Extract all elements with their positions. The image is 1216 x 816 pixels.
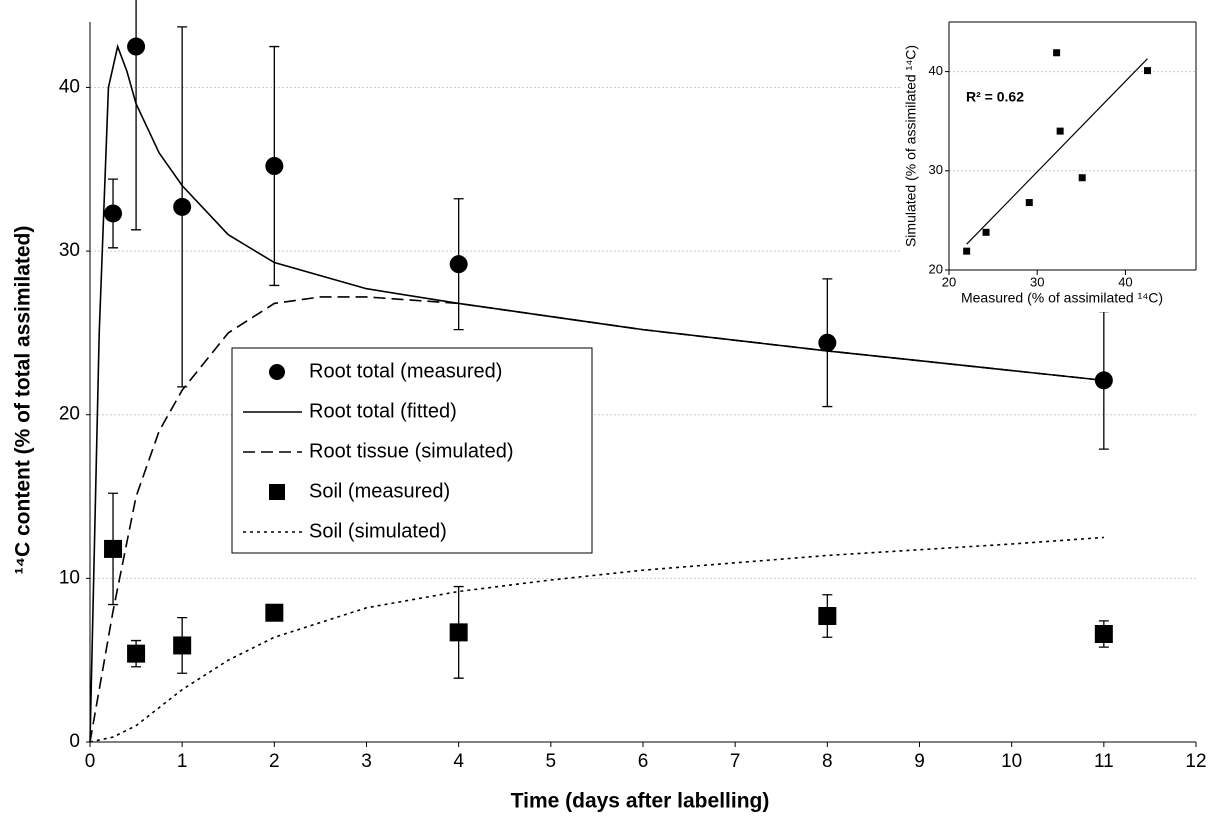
x-tick-label: 20 xyxy=(942,274,956,289)
annotation: R² = 0.62 xyxy=(966,89,1024,105)
legend-label: Root total (measured) xyxy=(309,360,502,382)
marker xyxy=(449,623,468,642)
point xyxy=(1143,67,1151,75)
x-tick-label: 11 xyxy=(1094,751,1114,772)
x-tick-label: 4 xyxy=(453,751,464,772)
marker xyxy=(173,636,192,655)
marker xyxy=(265,603,284,622)
marker xyxy=(818,333,837,352)
y-axis-title: ¹⁴C content (% of total assimilated) xyxy=(12,226,35,575)
y-tick-label: 20 xyxy=(929,261,943,276)
line xyxy=(89,296,1104,743)
error-bar xyxy=(131,0,142,231)
x-tick-label: 6 xyxy=(638,751,649,772)
point xyxy=(1025,199,1033,207)
legend-label: Soil (simulated) xyxy=(309,520,447,542)
point xyxy=(1053,49,1061,57)
marker xyxy=(818,607,837,625)
marker xyxy=(173,197,192,216)
legend-label: Soil (measured) xyxy=(309,480,450,502)
legend-symbol xyxy=(269,364,285,380)
marker xyxy=(265,157,284,175)
x-tick-label: 2 xyxy=(269,751,280,772)
marker xyxy=(449,255,468,274)
y-tick-label: 0 xyxy=(69,731,80,752)
marker xyxy=(127,37,146,56)
marker xyxy=(127,644,146,663)
marker xyxy=(1094,625,1113,643)
y-axis-title: Simulated (% of assimilated ¹⁴C) xyxy=(903,45,919,247)
x-tick-label: 0 xyxy=(85,751,96,772)
x-axis-title: Time (days after labelling) xyxy=(511,790,770,813)
x-tick-label: 8 xyxy=(822,751,833,772)
x-tick-label: 7 xyxy=(730,751,741,772)
y-tick-label: 30 xyxy=(929,162,943,177)
y-tick-label: 30 xyxy=(59,240,80,261)
trendline xyxy=(966,58,1148,245)
x-tick-label: 30 xyxy=(1030,274,1044,289)
x-tick-label: 3 xyxy=(361,751,372,772)
x-tick-label: 5 xyxy=(546,751,557,772)
point xyxy=(963,247,971,255)
y-tick-label: 40 xyxy=(59,76,80,97)
x-tick-label: 1 xyxy=(177,751,188,772)
legend-box xyxy=(231,347,593,554)
point xyxy=(982,228,990,236)
x-axis-title: Measured (% of assimilated ¹⁴C) xyxy=(961,290,1163,306)
marker xyxy=(104,539,123,558)
marker xyxy=(104,204,123,223)
y-tick-label: 10 xyxy=(59,567,80,588)
line xyxy=(89,536,1104,743)
x-tick-label: 9 xyxy=(914,751,925,772)
legend-label: Root tissue (simulated) xyxy=(309,440,514,462)
legend-label: Root total (fitted) xyxy=(309,400,457,422)
point xyxy=(1056,127,1064,135)
y-tick-label: 40 xyxy=(929,63,943,78)
legend-symbol xyxy=(269,484,285,500)
y-tick-label: 20 xyxy=(59,404,80,425)
x-tick-label: 40 xyxy=(1118,274,1132,289)
x-tick-label: 12 xyxy=(1185,751,1206,772)
point xyxy=(1078,174,1086,182)
inset-background xyxy=(900,0,1216,312)
x-tick-label: 10 xyxy=(1001,751,1022,772)
